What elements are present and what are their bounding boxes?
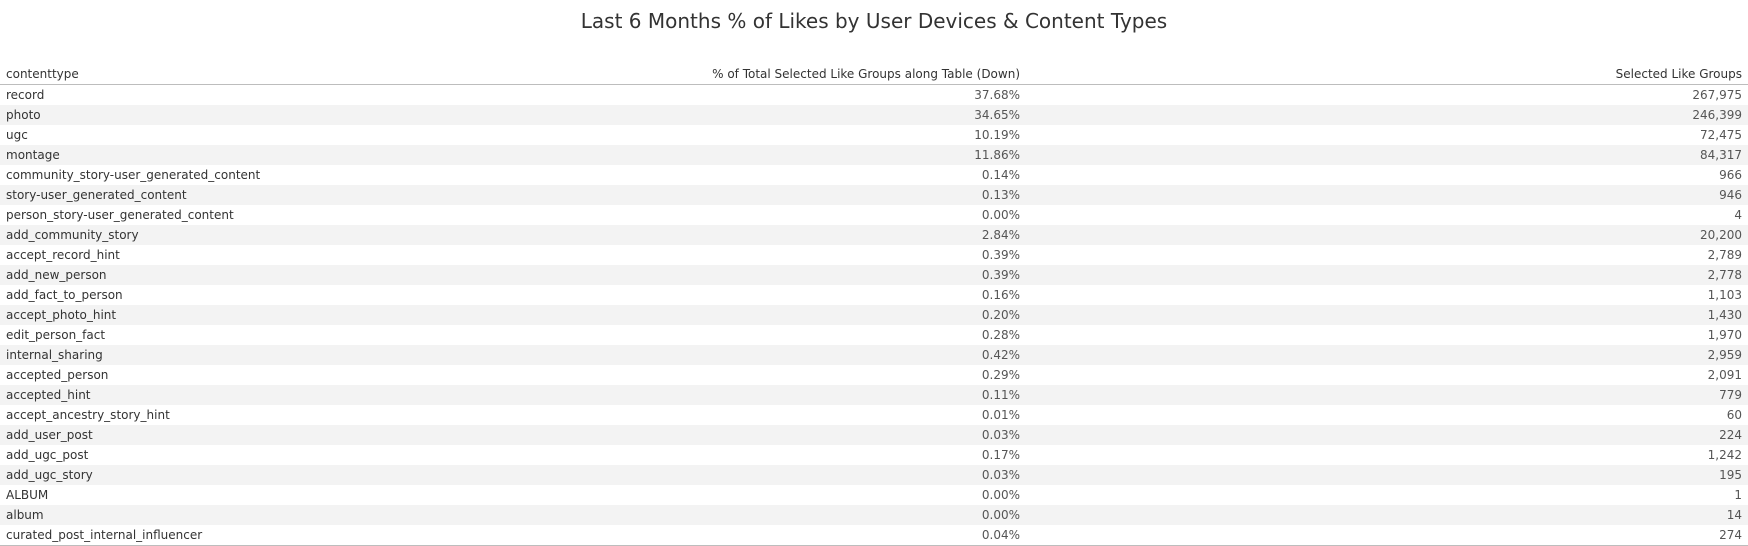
cell-percent-total: 0.13% bbox=[981, 188, 1020, 202]
cell-selected-like-groups: 4 bbox=[1734, 208, 1742, 222]
cell-selected-like-groups: 1,103 bbox=[1707, 288, 1742, 302]
cell-percent-total: 0.39% bbox=[981, 248, 1020, 262]
table-row[interactable]: add_ugc_story 0.03% 195 bbox=[0, 465, 1748, 485]
cell-percent-total: 0.04% bbox=[981, 528, 1020, 542]
cell-percent-total: 0.00% bbox=[981, 208, 1020, 222]
cell-percent-total: 0.20% bbox=[981, 308, 1020, 322]
cell-contenttype: accept_record_hint bbox=[6, 248, 120, 262]
cell-percent-total: 10.19% bbox=[974, 128, 1020, 142]
cell-percent-total: 0.00% bbox=[981, 488, 1020, 502]
table-header-row: contenttype % of Total Selected Like Gro… bbox=[0, 65, 1748, 85]
cell-contenttype: album bbox=[6, 508, 44, 522]
chart-title: Last 6 Months % of Likes by User Devices… bbox=[580, 9, 1168, 33]
cell-contenttype: accepted_person bbox=[6, 368, 109, 382]
cell-contenttype: photo bbox=[6, 108, 41, 122]
cell-selected-like-groups: 274 bbox=[1719, 528, 1742, 542]
cell-contenttype: accepted_hint bbox=[6, 388, 91, 402]
cell-percent-total: 2.84% bbox=[981, 228, 1020, 242]
cell-contenttype: add_fact_to_person bbox=[6, 288, 123, 302]
column-header-percent-total[interactable]: % of Total Selected Like Groups along Ta… bbox=[712, 67, 1020, 81]
cell-contenttype: add_ugc_post bbox=[6, 448, 89, 462]
cell-selected-like-groups: 84,317 bbox=[1700, 148, 1742, 162]
cell-selected-like-groups: 267,975 bbox=[1692, 88, 1742, 102]
table-row[interactable]: add_user_post 0.03% 224 bbox=[0, 425, 1748, 445]
cell-percent-total: 0.03% bbox=[981, 468, 1020, 482]
cell-percent-total: 0.28% bbox=[981, 328, 1020, 342]
cell-percent-total: 0.00% bbox=[981, 508, 1020, 522]
table-body: record 37.68% 267,975 photo 34.65% 246,399 ugc… bbox=[0, 85, 1748, 545]
column-header-selected-like-groups[interactable]: Selected Like Groups bbox=[1615, 67, 1742, 81]
data-table: contenttype % of Total Selected Like Gro… bbox=[0, 65, 1748, 546]
cell-contenttype: accept_photo_hint bbox=[6, 308, 117, 322]
table-row[interactable]: montage 11.86% 84,317 bbox=[0, 145, 1748, 165]
table-row[interactable]: accept_photo_hint 0.20% 1,430 bbox=[0, 305, 1748, 325]
cell-percent-total: 37.68% bbox=[974, 88, 1020, 102]
table-row[interactable]: add_community_story 2.84% 20,200 bbox=[0, 225, 1748, 245]
cell-percent-total: 0.42% bbox=[981, 348, 1020, 362]
cell-contenttype: edit_person_fact bbox=[6, 328, 106, 342]
cell-selected-like-groups: 946 bbox=[1719, 188, 1742, 202]
cell-contenttype: person_story-user_generated_content bbox=[6, 208, 234, 222]
cell-contenttype: add_user_post bbox=[6, 428, 93, 442]
table-row[interactable]: accept_record_hint 0.39% 2,789 bbox=[0, 245, 1748, 265]
cell-percent-total: 0.11% bbox=[981, 388, 1020, 402]
cell-selected-like-groups: 195 bbox=[1719, 468, 1742, 482]
cell-percent-total: 34.65% bbox=[974, 108, 1020, 122]
cell-selected-like-groups: 224 bbox=[1719, 428, 1742, 442]
cell-selected-like-groups: 1,970 bbox=[1707, 328, 1742, 342]
cell-selected-like-groups: 779 bbox=[1719, 388, 1742, 402]
cell-contenttype: montage bbox=[6, 148, 60, 162]
cell-selected-like-groups: 1 bbox=[1734, 488, 1742, 502]
table-row[interactable]: internal_sharing 0.42% 2,959 bbox=[0, 345, 1748, 365]
cell-selected-like-groups: 2,959 bbox=[1707, 348, 1742, 362]
cell-selected-like-groups: 2,091 bbox=[1707, 368, 1742, 382]
table-row[interactable]: story-user_generated_content 0.13% 946 bbox=[0, 185, 1748, 205]
table-row[interactable]: record 37.68% 267,975 bbox=[0, 85, 1748, 105]
cell-selected-like-groups: 2,789 bbox=[1707, 248, 1742, 262]
cell-contenttype: add_community_story bbox=[6, 228, 139, 242]
column-header-contenttype[interactable]: contenttype bbox=[6, 67, 79, 81]
cell-contenttype: record bbox=[6, 88, 45, 102]
cell-contenttype: add_new_person bbox=[6, 268, 107, 282]
cell-percent-total: 0.17% bbox=[981, 448, 1020, 462]
cell-selected-like-groups: 14 bbox=[1726, 508, 1742, 522]
table-row[interactable]: ugc 10.19% 72,475 bbox=[0, 125, 1748, 145]
cell-selected-like-groups: 72,475 bbox=[1700, 128, 1742, 142]
table-row[interactable]: photo 34.65% 246,399 bbox=[0, 105, 1748, 125]
cell-contenttype: ALBUM bbox=[6, 488, 49, 502]
table-row[interactable]: curated_post_internal_influencer 0.04% 274 bbox=[0, 525, 1748, 545]
cell-selected-like-groups: 20,200 bbox=[1700, 228, 1742, 242]
cell-selected-like-groups: 2,778 bbox=[1707, 268, 1742, 282]
cell-percent-total: 0.16% bbox=[981, 288, 1020, 302]
table-row[interactable]: accepted_person 0.29% 2,091 bbox=[0, 365, 1748, 385]
cell-contenttype: curated_post_internal_influencer bbox=[6, 528, 203, 542]
cell-selected-like-groups: 1,242 bbox=[1707, 448, 1742, 462]
cell-contenttype: community_story-user_generated_content bbox=[6, 168, 261, 182]
cell-percent-total: 0.39% bbox=[981, 268, 1020, 282]
table-row[interactable]: person_story-user_generated_content 0.00%… bbox=[0, 205, 1748, 225]
table-row[interactable]: accepted_hint 0.11% 779 bbox=[0, 385, 1748, 405]
table-row[interactable]: community_story-user_generated_content 0.… bbox=[0, 165, 1748, 185]
table-row[interactable]: add_ugc_post 0.17% 1,242 bbox=[0, 445, 1748, 465]
table-row[interactable]: ALBUM 0.00% 1 bbox=[0, 485, 1748, 505]
cell-selected-like-groups: 966 bbox=[1719, 168, 1742, 182]
table-row[interactable]: edit_person_fact 0.28% 1,970 bbox=[0, 325, 1748, 345]
cell-selected-like-groups: 246,399 bbox=[1692, 108, 1742, 122]
cell-contenttype: ugc bbox=[6, 128, 28, 142]
table-row[interactable]: add_fact_to_person 0.16% 1,103 bbox=[0, 285, 1748, 305]
cell-percent-total: 0.03% bbox=[981, 428, 1020, 442]
cell-selected-like-groups: 1,430 bbox=[1707, 308, 1742, 322]
table-row[interactable]: accept_ancestry_story_hint 0.01% 60 bbox=[0, 405, 1748, 425]
cell-percent-total: 0.01% bbox=[981, 408, 1020, 422]
cell-percent-total: 0.29% bbox=[981, 368, 1020, 382]
cell-contenttype: add_ugc_story bbox=[6, 468, 93, 482]
cell-percent-total: 11.86% bbox=[974, 148, 1020, 162]
table-row[interactable]: album 0.00% 14 bbox=[0, 505, 1748, 525]
cell-percent-total: 0.14% bbox=[981, 168, 1020, 182]
cell-contenttype: accept_ancestry_story_hint bbox=[6, 408, 170, 422]
cell-contenttype: story-user_generated_content bbox=[6, 188, 187, 202]
cell-contenttype: internal_sharing bbox=[6, 348, 103, 362]
cell-selected-like-groups: 60 bbox=[1726, 408, 1742, 422]
table-row[interactable]: add_new_person 0.39% 2,778 bbox=[0, 265, 1748, 285]
